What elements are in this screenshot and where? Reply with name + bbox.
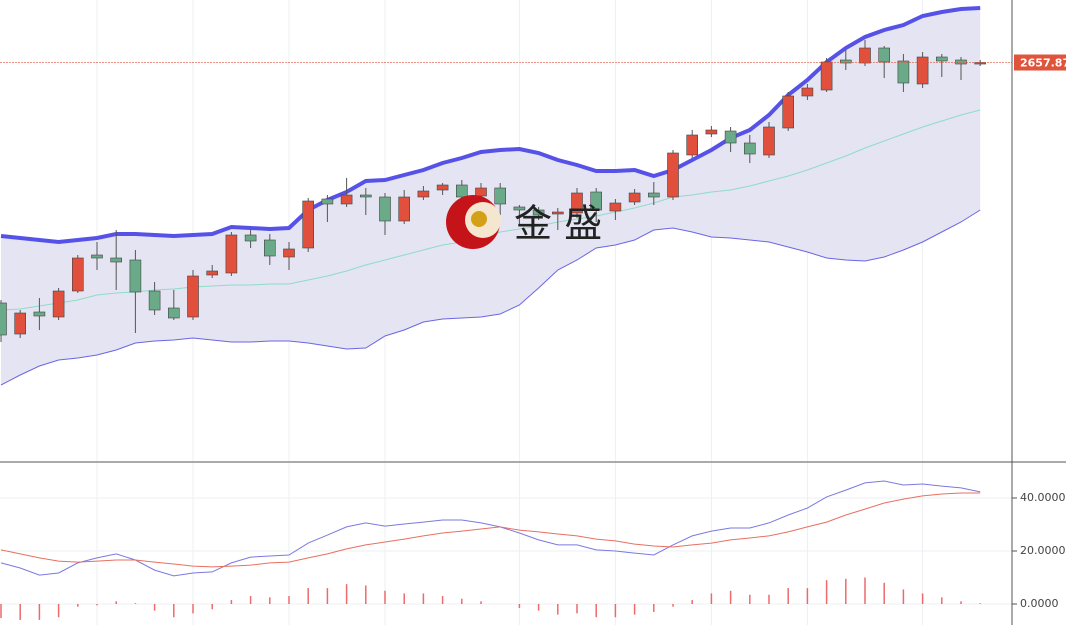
candle-body (839, 59, 852, 64)
candle-body (14, 312, 26, 335)
y-tick-label: 20.0000 (1020, 544, 1066, 557)
candle-body (379, 196, 391, 222)
candle-body (532, 209, 545, 216)
candle-body (168, 307, 180, 319)
candle-body (436, 184, 449, 191)
candle-body (475, 187, 487, 197)
candle-body (187, 275, 199, 318)
last-price-box (1014, 54, 1066, 71)
candle-body (935, 56, 948, 62)
candle-body (513, 206, 526, 211)
candle-body (705, 129, 718, 135)
candle-body (878, 47, 891, 63)
candle-body (52, 290, 65, 318)
y-tick-label: 40.0000 (1020, 491, 1066, 504)
candle-body (897, 60, 910, 84)
candle-body (91, 254, 103, 259)
candle-body (359, 194, 372, 198)
band-line (0, 6, 981, 245)
candle-body (916, 56, 929, 85)
candle-body (859, 47, 871, 64)
band-line (0, 209, 981, 386)
candle-body (551, 211, 564, 215)
candle-body (686, 134, 699, 156)
y-tick-label: 0.0000 (1020, 597, 1059, 610)
candle-body (263, 239, 276, 257)
candle-body (667, 152, 679, 198)
candle-body (148, 290, 161, 311)
candle-body (129, 259, 142, 293)
candle-body (724, 130, 737, 144)
candle-body (590, 191, 603, 211)
candle-body (647, 192, 660, 198)
candle-body (955, 59, 967, 65)
candle-body (571, 192, 583, 214)
candle-body (417, 190, 430, 198)
logo-dot (471, 211, 487, 227)
candle-body (72, 257, 84, 292)
indicator-line (0, 480, 981, 577)
candle-body (340, 194, 353, 205)
candle-body (302, 200, 315, 249)
candle-body (628, 192, 641, 203)
candle-body (455, 184, 468, 198)
watermark: 金 盛 (446, 195, 602, 249)
candle-body (743, 142, 756, 155)
candle-body (283, 248, 295, 258)
candle-body (225, 234, 238, 274)
candle-body (801, 87, 814, 97)
candle-body (494, 187, 507, 205)
candle-body (321, 198, 334, 205)
watermark-text: 金 盛 (514, 202, 602, 246)
candle-body (974, 62, 987, 65)
candle-body (763, 126, 775, 156)
indicator-line (0, 492, 981, 568)
candle-body (782, 95, 795, 129)
candle-body (33, 311, 46, 317)
last-price-label: 2657.87 (1020, 57, 1066, 70)
candle-body (206, 270, 218, 276)
candle-body (244, 234, 257, 242)
candle-body (820, 61, 833, 91)
candle-body (110, 257, 122, 263)
candle-body (0, 302, 7, 336)
candle-body (398, 196, 411, 222)
band-fill (1, 8, 981, 385)
candle-body (609, 202, 622, 212)
